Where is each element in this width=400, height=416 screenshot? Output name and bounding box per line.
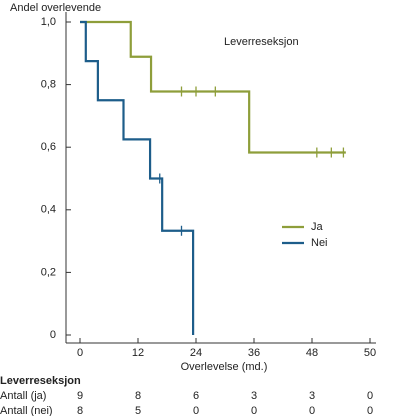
risk-row-label: Antall (ja) [0,390,46,402]
x-axis-label: Overlevelse (md.) [181,361,268,373]
legend-label: Nei [311,237,328,249]
risk-count: 0 [251,405,257,416]
y-tick-label: 0,2 [41,266,56,278]
risk-count: 0 [193,405,199,416]
risk-count: 9 [77,390,83,402]
y-tick-label: 0 [50,329,56,341]
legend-label: Ja [311,221,324,233]
y-axis-label: Andel overlevende [10,2,101,14]
x-tick-label: 36 [248,347,260,359]
risk-count: 0 [367,390,373,402]
risk-count: 0 [309,405,315,416]
risk-count: 8 [77,405,83,416]
x-tick-label: 48 [306,347,318,359]
risk-count: 8 [135,390,141,402]
x-tick-label: 50 [364,347,376,359]
survival-curve [80,20,195,335]
y-tick-label: 1,0 [41,16,56,28]
risk-table-title: Leverreseksjon [0,375,81,387]
risk-count: 0 [367,405,373,416]
y-tick-label: 0,8 [41,79,56,91]
risk-count: 3 [309,390,315,402]
risk-count: 6 [193,390,199,402]
risk-count: 5 [135,405,141,416]
survival-curve [80,20,346,154]
y-tick-label: 0,4 [41,204,56,216]
x-tick-label: 24 [190,347,202,359]
y-tick-label: 0,6 [41,141,56,153]
risk-row-label: Antall (nei) [0,405,53,416]
annotation: Leverreseksjon [224,36,299,48]
x-tick-label: 12 [132,347,144,359]
x-tick-label: 0 [77,347,83,359]
risk-count: 3 [251,390,257,402]
